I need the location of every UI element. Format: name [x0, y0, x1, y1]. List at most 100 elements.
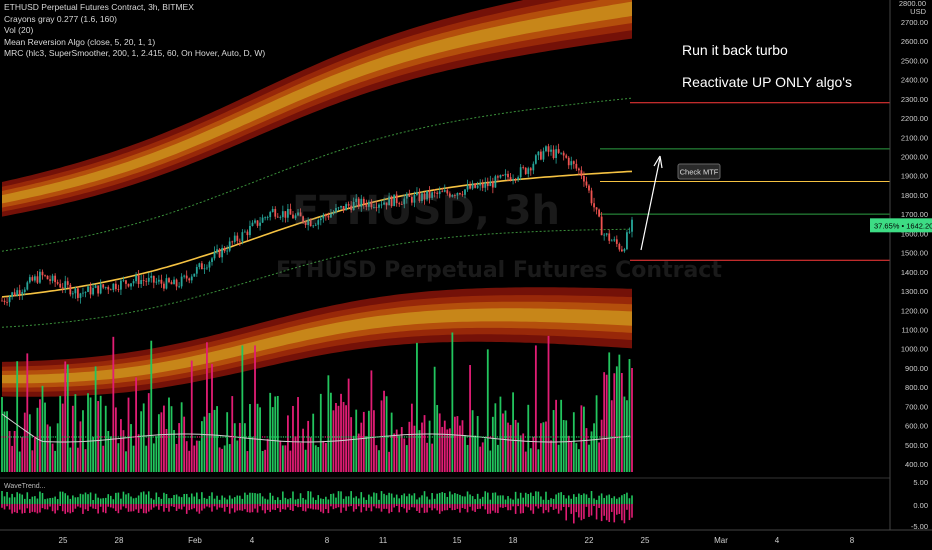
signal-dot — [8, 436, 10, 438]
candle-body — [471, 183, 474, 189]
osc-bar-up — [61, 491, 64, 504]
volume-bar — [276, 395, 279, 472]
volume-bar — [583, 406, 585, 472]
time-tick-label: 25 — [59, 536, 68, 545]
price-tick-label: 2600.00 — [901, 37, 928, 46]
signal-dot — [152, 436, 154, 438]
signal-dot — [350, 436, 352, 438]
osc-bar-down — [327, 504, 330, 514]
volume-bar — [190, 360, 193, 472]
osc-bar-down — [36, 504, 39, 514]
signal-dot — [203, 436, 206, 438]
signal-dot — [622, 436, 624, 438]
osc-bar-up — [251, 492, 254, 504]
osc-bar-up — [337, 491, 340, 504]
signal-dot — [143, 436, 145, 438]
volume-bar — [542, 422, 545, 472]
volume-bar — [36, 407, 39, 472]
osc-bar-down — [115, 504, 117, 512]
signal-dot — [550, 436, 552, 438]
volume-bar — [211, 363, 213, 472]
osc-bar-up — [21, 494, 24, 504]
osc-bar-down — [6, 504, 8, 507]
signal-dot — [317, 436, 320, 438]
signal-dot — [354, 436, 357, 438]
signal-dot — [296, 436, 299, 438]
volume-bar — [431, 443, 434, 472]
candle-body — [200, 263, 203, 270]
osc-bar-up — [492, 492, 494, 504]
signal-dot — [147, 436, 150, 438]
osc-bar-down — [388, 504, 390, 514]
volume-bar — [261, 451, 264, 472]
candle-body — [241, 232, 244, 242]
osc-bar-down — [406, 504, 408, 513]
time-tick-label: Feb — [188, 536, 202, 545]
osc-bar-up — [489, 499, 492, 504]
volume-bar — [1, 397, 3, 472]
signal-dot — [94, 436, 96, 438]
osc-bar-down — [201, 504, 203, 511]
signal-dot — [61, 436, 64, 438]
signal-dot — [443, 436, 445, 438]
signal-dot — [480, 436, 482, 438]
signal-dot — [594, 436, 596, 438]
candle-body — [453, 195, 456, 196]
signal-dot — [431, 436, 434, 438]
osc-bar-down — [233, 504, 236, 513]
signal-dot — [578, 436, 580, 438]
osc-bar-down — [74, 504, 77, 509]
volume-bar — [524, 451, 527, 472]
volume-bar — [28, 414, 31, 472]
osc-bar-down — [428, 504, 431, 508]
candle-body — [302, 216, 304, 223]
candle-body — [33, 276, 36, 281]
osc-bar-up — [575, 496, 578, 504]
candle-body — [585, 181, 588, 186]
osc-bar-down — [398, 504, 401, 513]
osc-bar-down — [593, 504, 595, 507]
candle-body — [590, 190, 593, 204]
candle-body — [223, 247, 226, 252]
candle-body — [274, 208, 277, 217]
volume-bar — [474, 435, 477, 472]
osc-bar-up — [294, 499, 297, 504]
osc-bar-down — [373, 504, 375, 507]
osc-bar-down — [208, 504, 211, 508]
osc-bar-up — [309, 491, 312, 504]
price-tick-label: 2400.00 — [901, 76, 928, 85]
osc-bar-up — [368, 494, 370, 504]
osc-bar-up — [153, 499, 155, 504]
signal-dot — [375, 436, 378, 438]
osc-bar-up — [228, 495, 231, 504]
candle-body — [400, 204, 403, 205]
osc-bar-down — [120, 504, 122, 510]
osc-bar-down — [507, 504, 509, 511]
candle-body — [233, 235, 236, 242]
osc-bar-up — [474, 499, 476, 504]
osc-bar-up — [590, 491, 593, 504]
candle-body — [464, 189, 466, 195]
osc-bar-down — [527, 504, 530, 508]
osc-bar-down — [385, 504, 388, 509]
volume-bar — [200, 421, 203, 472]
osc-bar-down — [489, 504, 492, 514]
signal-dot — [161, 436, 164, 438]
osc-bar-up — [82, 494, 84, 504]
osc-bar-down — [198, 504, 201, 514]
osc-bar-down — [529, 504, 532, 511]
osc-bar-up — [345, 496, 347, 504]
osc-bar-down — [213, 504, 216, 507]
osc-bar-up — [160, 498, 163, 504]
volume-bar — [390, 412, 393, 472]
volume-bar — [615, 366, 618, 472]
volume-bar — [206, 342, 208, 472]
volume-bar — [142, 403, 145, 472]
candle-body — [342, 206, 345, 211]
signal-dot — [54, 436, 57, 438]
volume-bar — [491, 416, 494, 472]
signal-dot — [185, 436, 187, 438]
osc-bar-up — [370, 496, 373, 504]
osc-tick-label: 5.00 — [913, 478, 928, 487]
